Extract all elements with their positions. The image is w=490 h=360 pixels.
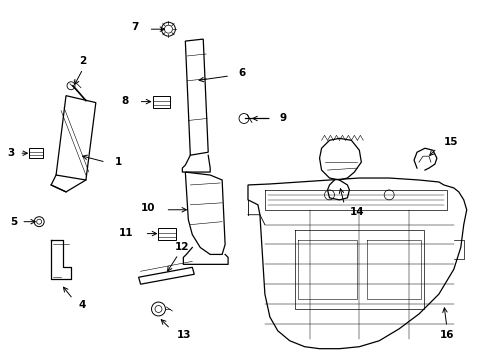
Text: 2: 2 bbox=[79, 56, 87, 66]
Text: 9: 9 bbox=[280, 113, 287, 123]
Text: 11: 11 bbox=[119, 228, 134, 238]
Text: 13: 13 bbox=[176, 330, 191, 340]
Text: 14: 14 bbox=[349, 207, 364, 217]
Text: 16: 16 bbox=[440, 330, 454, 340]
Text: 7: 7 bbox=[131, 22, 139, 32]
Text: 12: 12 bbox=[175, 243, 190, 252]
Text: 1: 1 bbox=[115, 157, 122, 167]
Text: 3: 3 bbox=[8, 148, 15, 158]
Text: 6: 6 bbox=[238, 68, 245, 78]
Text: 4: 4 bbox=[79, 300, 86, 310]
Text: 15: 15 bbox=[444, 137, 458, 147]
Text: 5: 5 bbox=[10, 217, 17, 227]
Text: 10: 10 bbox=[141, 203, 155, 213]
Text: 8: 8 bbox=[122, 96, 129, 105]
